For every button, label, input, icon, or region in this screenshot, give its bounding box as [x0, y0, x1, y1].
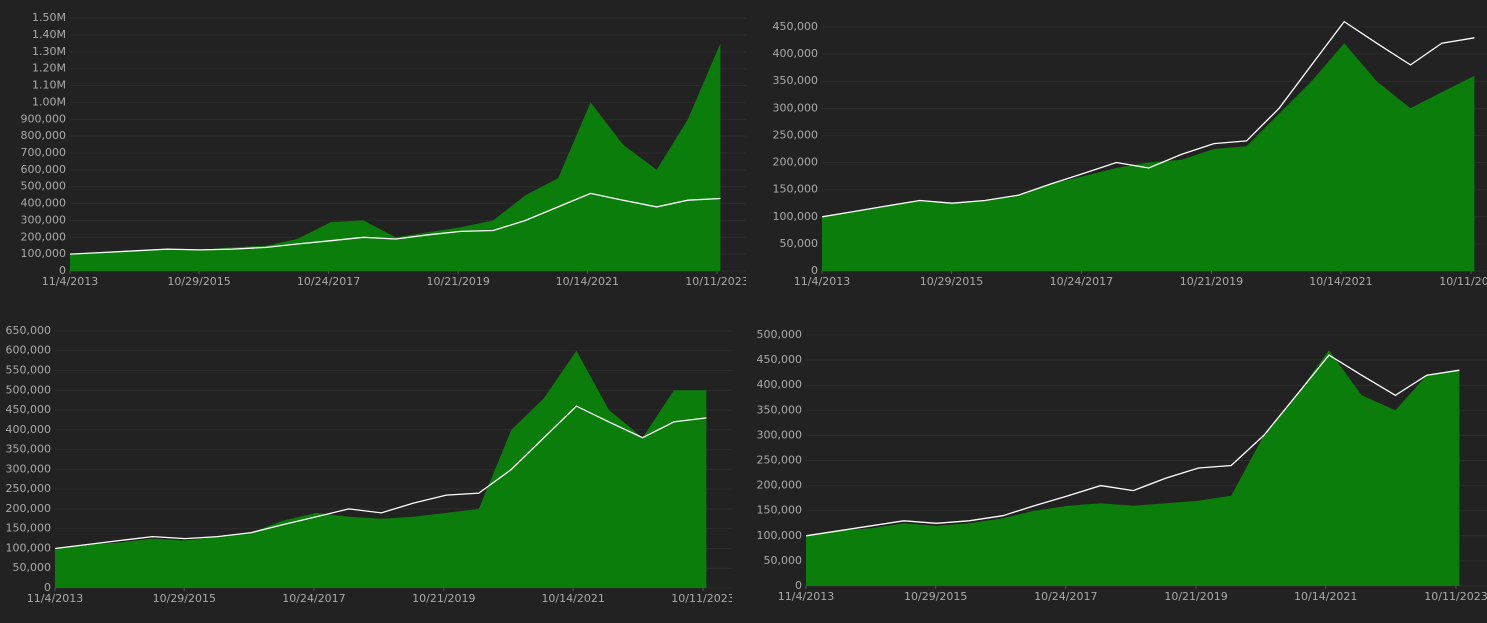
x-tick-label: 10/11/2023 [671, 592, 732, 605]
x-tick-label: 10/29/2015 [904, 590, 967, 603]
x-tick-label: 10/21/2019 [412, 592, 475, 605]
y-tick-label: 550,000 [6, 363, 52, 376]
y-tick-label: 300,000 [6, 462, 52, 475]
y-tick-label: 250,000 [6, 482, 52, 495]
y-tick-label: 100,000 [21, 247, 67, 260]
x-tick-label: 10/24/2017 [1034, 590, 1097, 603]
y-tick-label: 0 [59, 264, 66, 277]
x-tick-label: 10/11/2023 [1439, 275, 1487, 288]
x-tick-label: 10/11/2023 [1424, 590, 1487, 603]
y-tick-label: 350,000 [6, 443, 52, 456]
equity-area [822, 43, 1475, 272]
y-tick-label: 700,000 [21, 146, 67, 159]
x-tick-label: 10/24/2017 [282, 592, 345, 605]
x-tick-label: 10/29/2015 [167, 275, 230, 288]
y-tick-label: 150,000 [6, 522, 52, 535]
x-tick-label: 10/29/2015 [153, 592, 216, 605]
x-tick-label: 10/11/2023 [685, 275, 746, 288]
y-tick-label: 500,000 [21, 180, 67, 193]
chart: 0 50,000 100,000 150,000 200,000 250,000 300,0… [773, 20, 1487, 288]
x-tick-label: 10/14/2021 [1294, 590, 1357, 603]
y-tick-label: 600,000 [21, 163, 67, 176]
y-tick-label: 650,000 [6, 324, 52, 337]
y-tick-label: 300,000 [21, 213, 67, 226]
y-tick-label: 200,000 [757, 479, 803, 492]
equity-area [70, 43, 721, 272]
y-tick-label: 0 [811, 264, 818, 277]
y-tick-label: 200,000 [773, 156, 819, 169]
y-tick-label: 1.30M [32, 45, 66, 58]
y-tick-label: 1.00M [32, 95, 66, 108]
y-tick-label: 0 [44, 581, 51, 594]
chart: 0 50,000 100,000 150,000 200,000 250,000 300,0… [6, 324, 732, 605]
y-tick-label: 1.50M [32, 11, 66, 24]
y-tick-label: 600,000 [6, 344, 52, 357]
x-tick-label: 11/4/2013 [27, 592, 83, 605]
y-tick-label: 500,000 [6, 383, 52, 396]
chart: 0 100,000 200,000 300,000 400,000 500,000 600,… [21, 11, 746, 288]
y-tick-label: 500,000 [757, 328, 803, 341]
benchmark-line [821, 20, 1475, 218]
equity-area [806, 350, 1460, 586]
y-tick-label: 400,000 [757, 378, 803, 391]
x-tick-label: 11/4/2013 [42, 275, 98, 288]
y-tick-label: 450,000 [6, 403, 52, 416]
y-tick-label: 900,000 [21, 112, 67, 125]
y-tick-label: 100,000 [757, 529, 803, 542]
y-tick-label: 150,000 [757, 504, 803, 517]
x-tick-label: 10/14/2021 [1309, 275, 1372, 288]
x-tick-label: 10/14/2021 [541, 592, 604, 605]
x-tick-label: 11/4/2013 [794, 275, 850, 288]
benchmark-line [54, 405, 707, 550]
y-tick-label: 1.10M [32, 79, 66, 92]
y-tick-label: 450,000 [757, 353, 803, 366]
y-tick-label: 50,000 [13, 561, 52, 574]
x-tick-label: 10/24/2017 [1050, 275, 1113, 288]
y-tick-label: 450,000 [773, 20, 819, 33]
y-tick-label: 400,000 [773, 47, 819, 60]
y-tick-label: 800,000 [21, 129, 67, 142]
y-tick-label: 100,000 [773, 210, 819, 223]
y-tick-label: 1.20M [32, 62, 66, 75]
y-tick-label: 350,000 [773, 74, 819, 87]
x-tick-label: 11/4/2013 [778, 590, 834, 603]
y-tick-label: 400,000 [21, 197, 67, 210]
x-tick-label: 10/21/2019 [1164, 590, 1227, 603]
x-tick-label: 10/29/2015 [920, 275, 983, 288]
benchmark-line [69, 192, 721, 255]
benchmark-line [805, 354, 1460, 537]
y-tick-label: 400,000 [6, 423, 52, 436]
x-tick-label: 10/21/2019 [1180, 275, 1243, 288]
y-tick-label: 150,000 [773, 183, 819, 196]
y-tick-label: 250,000 [757, 454, 803, 467]
x-tick-label: 10/24/2017 [297, 275, 360, 288]
y-tick-label: 0 [795, 579, 802, 592]
equity-area [55, 350, 707, 588]
y-tick-label: 50,000 [764, 554, 803, 567]
y-tick-label: 1.40M [32, 28, 66, 41]
y-tick-label: 100,000 [6, 541, 52, 554]
y-tick-label: 50,000 [780, 237, 819, 250]
chart: 0 50,000 100,000 150,000 200,000 250,000 300,0… [757, 328, 1487, 603]
x-tick-label: 10/21/2019 [427, 275, 490, 288]
x-tick-label: 10/14/2021 [556, 275, 619, 288]
y-tick-label: 300,000 [757, 428, 803, 441]
y-tick-label: 250,000 [773, 128, 819, 141]
y-tick-label: 200,000 [21, 230, 67, 243]
y-tick-label: 200,000 [6, 502, 52, 515]
y-tick-label: 350,000 [757, 403, 803, 416]
y-tick-label: 300,000 [773, 101, 819, 114]
